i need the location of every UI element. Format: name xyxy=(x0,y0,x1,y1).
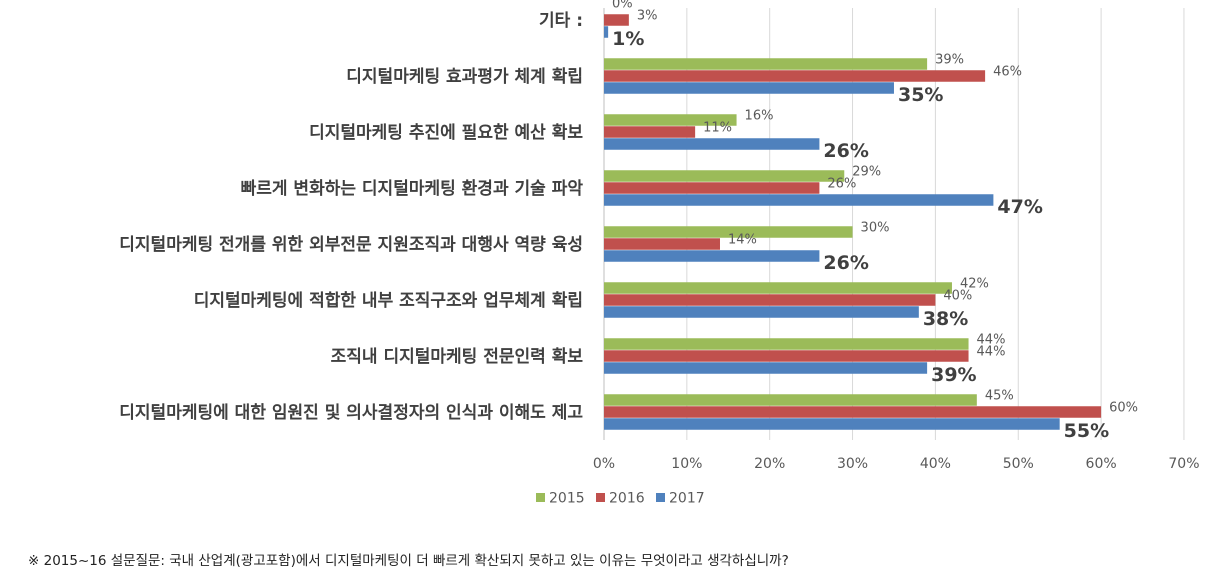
x-tick-label: 60% xyxy=(1086,456,1117,472)
data-label-2015-3: 29% xyxy=(852,165,881,180)
legend-swatch-2015 xyxy=(536,493,545,502)
bar-2015-2 xyxy=(604,114,737,126)
data-label-2016-5: 40% xyxy=(943,289,972,304)
bar-2017-0 xyxy=(604,26,609,38)
bar-2016-2 xyxy=(604,126,696,138)
data-label-2016-0: 3% xyxy=(637,9,658,24)
category-label: 조직내 디지털마케팅 전문인력 확보 xyxy=(331,347,584,367)
bar-2016-0 xyxy=(604,14,629,26)
x-tick-label: 40% xyxy=(920,456,951,472)
data-label-2015-7: 45% xyxy=(985,389,1014,404)
bar-2017-5 xyxy=(604,306,919,318)
data-label-2015-0: 0% xyxy=(612,0,633,12)
bar-2016-6 xyxy=(604,350,969,362)
legend-label-2015: 2015 xyxy=(549,491,585,507)
data-label-2016-2: 11% xyxy=(703,121,732,136)
bar-2016-7 xyxy=(604,406,1102,418)
bar-2015-5 xyxy=(604,282,952,294)
x-tick-label: 30% xyxy=(837,456,868,472)
x-tick-label: 20% xyxy=(754,456,785,472)
bar-2015-6 xyxy=(604,338,969,350)
bar-2016-4 xyxy=(604,238,720,250)
data-label-2016-3: 26% xyxy=(827,177,856,192)
data-label-2015-2: 16% xyxy=(745,109,774,124)
data-label-2016-7: 60% xyxy=(1109,401,1138,416)
category-label: 빠르게 변화하는 디지털마케팅 환경과 기술 파악 xyxy=(241,179,584,199)
data-label-2015-4: 30% xyxy=(861,221,890,236)
bar-2017-1 xyxy=(604,82,894,94)
category-label: 디지털마케팅 효과평가 체계 확립 xyxy=(346,67,583,87)
category-label: 디지털마케팅에 적합한 내부 조직구조와 업무체계 확립 xyxy=(194,290,583,311)
category-label: 디지털마케팅 추진에 필요한 예산 확보 xyxy=(309,123,583,143)
bar-2017-4 xyxy=(604,250,820,262)
bar-2017-6 xyxy=(604,362,928,374)
bar-2016-5 xyxy=(604,294,936,306)
x-tick-label: 10% xyxy=(671,456,702,472)
legend-swatch-2017 xyxy=(656,493,665,502)
data-label-2017-0: 1% xyxy=(612,28,644,50)
category-label: 디지털마케팅 전개를 위한 외부전문 지원조직과 대행사 역량 육성 xyxy=(119,235,583,255)
bar-2016-3 xyxy=(604,182,820,194)
bar-2015-1 xyxy=(604,58,928,70)
data-label-2017-7: 55% xyxy=(1064,420,1109,442)
legend-label-2017: 2017 xyxy=(669,491,705,507)
x-tick-label: 50% xyxy=(1003,456,1034,472)
bar-2016-1 xyxy=(604,70,986,82)
legend-swatch-2016 xyxy=(596,493,605,502)
footnote: ※ 2015~16 설문질문: 국내 산업계(광고포함)에서 디지털마케팅이 더… xyxy=(28,553,789,569)
bar-2017-2 xyxy=(604,138,820,150)
bar-2017-7 xyxy=(604,418,1060,430)
bar-2017-3 xyxy=(604,194,994,206)
data-label-2015-1: 39% xyxy=(935,53,964,68)
data-label-2017-5: 38% xyxy=(923,308,968,330)
data-label-2017-1: 35% xyxy=(898,84,943,106)
bar-2015-4 xyxy=(604,226,853,238)
data-label-2015-6: 44% xyxy=(977,333,1006,348)
data-label-2015-5: 42% xyxy=(960,277,989,292)
category-label: 디지털마케팅에 대한 임원진 및 의사결정자의 인식과 이해도 제고 xyxy=(119,402,583,423)
data-label-2017-4: 26% xyxy=(823,252,868,274)
data-label-2016-4: 14% xyxy=(728,233,757,248)
data-label-2017-3: 47% xyxy=(997,196,1042,218)
x-tick-label: 70% xyxy=(1168,456,1199,472)
bar-2015-7 xyxy=(604,394,977,406)
x-tick-label: 0% xyxy=(593,456,615,472)
bar-2015-3 xyxy=(604,170,845,182)
category-label: 기타 : xyxy=(539,11,583,31)
data-label-2017-2: 26% xyxy=(823,140,868,162)
data-label-2016-1: 46% xyxy=(993,65,1022,80)
data-label-2017-6: 39% xyxy=(931,364,976,386)
data-label-2016-6: 44% xyxy=(977,345,1006,360)
legend-label-2016: 2016 xyxy=(609,491,645,507)
